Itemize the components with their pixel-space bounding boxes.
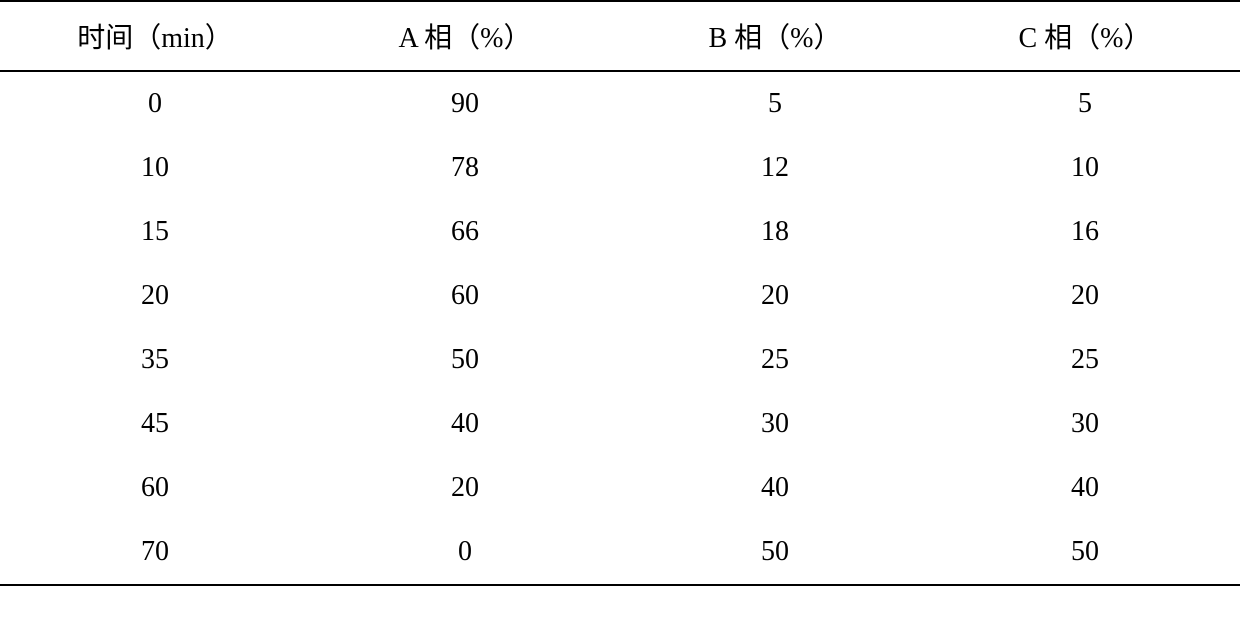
cell-phase-c: 40 [930,456,1240,520]
cell-phase-a: 50 [310,328,620,392]
cell-phase-c: 50 [930,520,1240,585]
cell-phase-c: 10 [930,136,1240,200]
table-row: 10 78 12 10 [0,136,1240,200]
cell-time: 35 [0,328,310,392]
table-row: 45 40 30 30 [0,392,1240,456]
cell-phase-b: 25 [620,328,930,392]
cell-time: 20 [0,264,310,328]
cell-time: 70 [0,520,310,585]
table-header-row: 时间（min） A 相（%） B 相（%） C 相（%） [0,1,1240,71]
cell-phase-b: 5 [620,71,930,136]
cell-time: 0 [0,71,310,136]
table-row: 20 60 20 20 [0,264,1240,328]
cell-phase-c: 30 [930,392,1240,456]
table-row: 0 90 5 5 [0,71,1240,136]
cell-phase-c: 20 [930,264,1240,328]
cell-time: 60 [0,456,310,520]
cell-phase-a: 90 [310,71,620,136]
cell-phase-b: 20 [620,264,930,328]
cell-phase-a: 78 [310,136,620,200]
cell-time: 10 [0,136,310,200]
table-row: 15 66 18 16 [0,200,1240,264]
cell-phase-b: 12 [620,136,930,200]
cell-phase-a: 40 [310,392,620,456]
cell-time: 15 [0,200,310,264]
table-row: 70 0 50 50 [0,520,1240,585]
column-header-phase-a: A 相（%） [310,1,620,71]
cell-phase-a: 0 [310,520,620,585]
gradient-table: 时间（min） A 相（%） B 相（%） C 相（%） 0 90 5 5 10… [0,0,1240,586]
column-header-phase-c: C 相（%） [930,1,1240,71]
cell-phase-a: 20 [310,456,620,520]
cell-phase-b: 18 [620,200,930,264]
cell-time: 45 [0,392,310,456]
cell-phase-b: 40 [620,456,930,520]
cell-phase-a: 66 [310,200,620,264]
table-row: 60 20 40 40 [0,456,1240,520]
column-header-time: 时间（min） [0,1,310,71]
cell-phase-c: 16 [930,200,1240,264]
cell-phase-c: 5 [930,71,1240,136]
cell-phase-c: 25 [930,328,1240,392]
cell-phase-b: 50 [620,520,930,585]
gradient-table-container: 时间（min） A 相（%） B 相（%） C 相（%） 0 90 5 5 10… [0,0,1240,620]
cell-phase-a: 60 [310,264,620,328]
column-header-phase-b: B 相（%） [620,1,930,71]
table-row: 35 50 25 25 [0,328,1240,392]
cell-phase-b: 30 [620,392,930,456]
